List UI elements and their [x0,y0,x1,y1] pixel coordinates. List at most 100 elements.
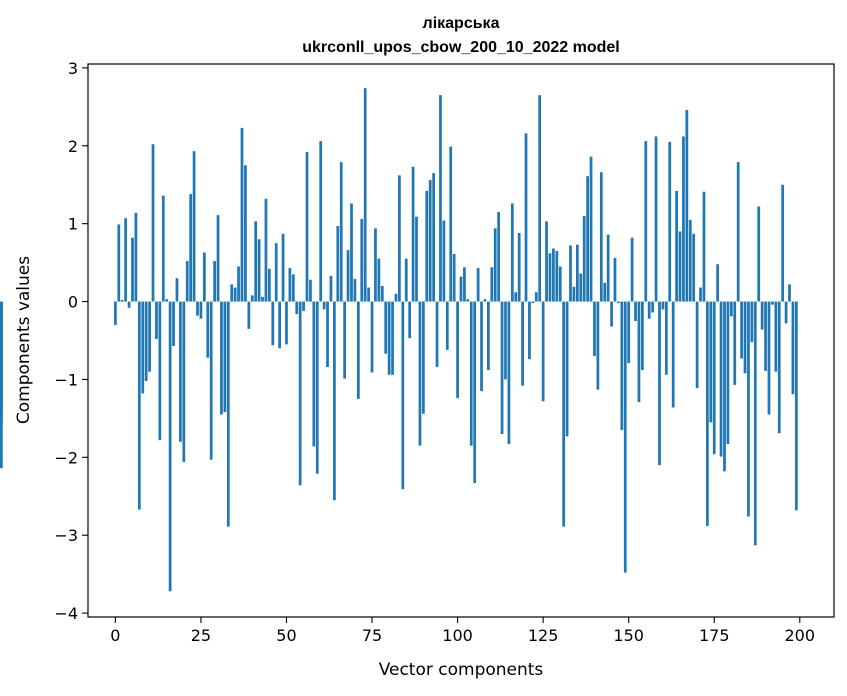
bar-159 [658,301,661,466]
bar-151 [630,237,634,302]
bar-48 [278,301,281,349]
bar-36 [237,266,240,302]
bar-59 [315,301,319,474]
bar-169 [692,233,696,302]
bar-141 [596,301,600,390]
bar-193 [774,301,778,372]
bar-28 [209,301,213,460]
bar-30 [216,215,220,302]
bar-162 [668,141,672,302]
bar-147 [617,301,620,304]
bar-62 [326,301,329,367]
bar-99 [452,254,456,302]
bar-176 [716,264,720,302]
bar-35 [233,287,237,302]
bar-68 [346,250,350,302]
bar-109 [487,301,490,371]
bar-88 [415,216,418,302]
bar-117 [514,292,518,302]
bar-73 [363,88,367,302]
bar-0 [114,301,117,325]
bar-187 [753,301,757,546]
bar-44 [264,198,268,302]
bar-182 [736,162,740,302]
bar-61 [322,301,326,310]
bar-3 [124,218,128,302]
bar-96 [442,220,446,302]
bar-66 [339,162,343,302]
bar-128 [552,248,555,302]
bar-110 [490,267,494,302]
bar-195 [781,184,785,302]
bar-163 [671,301,675,408]
bar-5 [131,237,134,302]
bar-131 [562,301,566,527]
bar-57 [309,279,312,302]
bar-65 [336,226,340,302]
bar-113 [500,301,504,434]
y-axis-label: Components values [14,256,34,424]
bar-52 [291,274,295,302]
bar-127 [548,253,552,302]
bar-85 [404,258,408,302]
x-axis-label: Vector components [379,660,544,680]
bar-166 [682,136,685,302]
x-tick-label-200: 200 [785,626,816,645]
bar-9 [144,301,148,382]
bar-112 [497,211,501,302]
bar-138 [586,176,589,302]
bar-45 [268,268,271,302]
bar-81 [391,301,394,375]
bar-82 [394,293,398,302]
bar-26 [202,252,206,302]
bar-17 [172,301,175,346]
bar-154 [641,301,644,371]
bar-181 [733,301,737,385]
bar-184 [743,301,747,374]
y-tick-label-0: 0 [68,293,78,312]
bar-58 [312,301,316,447]
bar-89 [418,301,422,446]
bar-106 [476,268,480,302]
bar-126 [545,221,548,302]
bar-83 [398,175,401,302]
bar-198 [791,301,795,395]
bar-41 [254,221,258,302]
bar-11 [151,144,155,302]
bar-167 [685,109,689,302]
bar-4 [127,301,131,308]
bar-177 [719,301,723,457]
bar-132 [565,301,569,437]
bar-194 [777,301,781,434]
y-tick-label-2: 2 [68,137,78,156]
bar-93 [432,173,435,302]
bar-100 [456,301,459,399]
bar-47 [274,243,278,302]
bar-55 [302,301,305,311]
bar-157 [651,301,654,313]
bar-27 [206,301,210,358]
y-tick-label-1: 1 [68,215,78,234]
bar-125 [541,301,545,402]
bar-18 [175,278,179,302]
bar-98 [449,146,453,302]
bar-10 [148,301,151,372]
bar-51 [288,268,292,302]
bar-160 [661,301,665,310]
bar-135 [575,244,579,302]
bar-111 [493,228,497,302]
bar-144 [606,234,610,302]
bar-161 [664,301,668,375]
bar-197 [788,284,791,302]
ticks-group: 0 25 50 75 100 125 150 175 200 3 2 1 0 −1 −2 −3 −4 [54,59,815,645]
bar-104 [469,301,473,446]
chart-title: лікарська [423,15,500,32]
bar-76 [374,228,377,302]
bar-39 [247,301,251,329]
bar-79 [384,301,388,354]
bar-140 [593,301,596,357]
bar-174 [709,301,713,423]
bar-188 [757,206,761,302]
bar-133 [569,245,572,302]
bar-124 [538,95,542,302]
